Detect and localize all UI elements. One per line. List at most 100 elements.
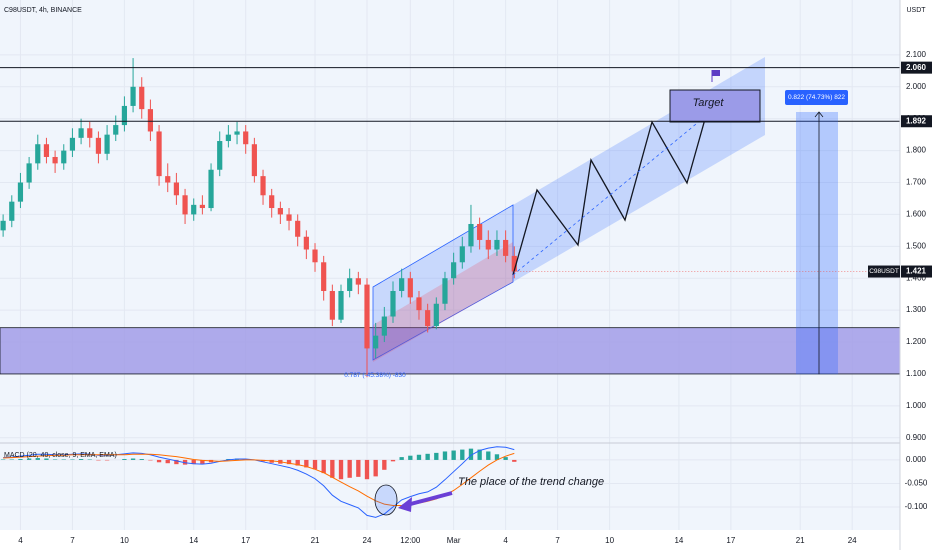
candle-body <box>477 223 483 240</box>
macd-histogram-bar <box>191 459 196 465</box>
candle-body <box>269 195 275 209</box>
macd-histogram-bar <box>122 458 127 460</box>
candle-body <box>312 249 318 263</box>
candle-body <box>260 176 266 196</box>
x-tick-label: 12:00 <box>400 536 421 545</box>
candle-body <box>243 131 249 145</box>
candle-body <box>503 239 509 256</box>
axis-layer: 4 7 10 14 17 21 24 12:00 Mar 4 7 10 14 17 21 24 0.900 1.0… <box>18 50 932 545</box>
x-tick-label: 7 <box>70 536 75 545</box>
macd-tick-label: 0.000 <box>906 455 927 464</box>
candle-body <box>329 290 335 320</box>
macd-histogram-bar <box>321 459 326 474</box>
symbol-badge-label: C98USDT <box>869 268 899 275</box>
macd-histogram-bar <box>390 459 396 462</box>
y-tick-label: 1.300 <box>906 305 927 314</box>
candle-body <box>433 303 439 327</box>
macd-histogram-bar <box>460 449 465 460</box>
candle-body <box>303 236 309 250</box>
x-tick-label: 14 <box>674 536 683 545</box>
y-tick-label: 2.100 <box>906 50 927 59</box>
macd-histogram-bar <box>174 459 179 465</box>
macd-histogram-bar <box>44 458 49 460</box>
macd-tick-label: -0.100 <box>905 502 928 511</box>
macd-histogram-bar <box>364 459 370 480</box>
measure-label: 0.822 (74.73%) 822 <box>788 94 845 101</box>
projection-path <box>512 111 708 276</box>
measure-arrow-head <box>814 111 824 118</box>
candle-body <box>399 278 405 291</box>
macd-histogram-bar <box>373 459 378 477</box>
macd-histogram-bar <box>486 451 491 460</box>
measure-label-box <box>785 89 848 105</box>
candle-body <box>165 176 171 183</box>
candle-body <box>121 105 128 126</box>
candle-body <box>373 335 379 349</box>
level-badge <box>901 115 932 128</box>
x-tick-label: 21 <box>311 536 320 545</box>
symbol-badge <box>868 265 900 278</box>
candle-body <box>251 144 257 177</box>
candle-body <box>199 204 205 209</box>
macd-histogram-bar <box>156 459 162 463</box>
candle-body <box>338 290 344 320</box>
candle-body <box>69 137 76 151</box>
chart-title: C98USDT, 4h, BINANCE <box>4 7 82 14</box>
macd-histogram-bar <box>425 453 430 460</box>
candle-body <box>156 131 162 177</box>
x-tick-label: Mar <box>447 536 461 545</box>
macd-histogram-bar <box>382 459 387 470</box>
macd-histogram-bar <box>356 459 361 477</box>
candle-body <box>381 316 387 336</box>
macd-histogram-bar <box>503 457 508 460</box>
y-tick-label: 1.800 <box>906 146 927 155</box>
x-tick-label: 4 <box>18 536 23 545</box>
candle-body <box>416 297 422 311</box>
background-layer <box>0 0 901 530</box>
macd-histogram-bar <box>139 458 144 460</box>
candle-body <box>104 134 110 154</box>
macd-histogram-bar <box>451 450 456 460</box>
candle-body <box>52 156 58 164</box>
macd-line <box>3 446 515 518</box>
candle-body <box>0 220 6 231</box>
macd-histogram-bar <box>295 459 300 466</box>
support-zone <box>0 327 901 375</box>
macd-histogram-bar <box>468 448 474 460</box>
candle-body <box>35 144 41 164</box>
candle-body <box>9 201 15 221</box>
candle-body <box>173 182 179 196</box>
measure-box <box>796 111 838 375</box>
plot-background <box>0 0 900 530</box>
candle-body <box>425 310 431 327</box>
candle-body <box>277 208 283 215</box>
macd-histogram-bar <box>26 458 32 460</box>
x-tick-label: 24 <box>848 536 857 545</box>
trend-arrow-head <box>398 497 412 512</box>
candle-body <box>347 278 353 291</box>
data-layer <box>0 58 517 518</box>
trend-circle <box>374 484 398 516</box>
y-tick-label: 0.900 <box>906 433 927 442</box>
candle-body <box>130 86 136 106</box>
macd-histogram-bar <box>434 452 439 460</box>
trend-note: The place of the trend change <box>458 476 604 488</box>
x-tick-label: 21 <box>796 536 805 545</box>
candle-body <box>225 134 231 142</box>
candle-body <box>511 255 517 272</box>
macd-histogram-bar <box>286 459 292 465</box>
macd-histogram-bar <box>347 459 352 478</box>
macd-histogram-bar <box>165 459 170 464</box>
candle-body <box>113 125 119 135</box>
flag <box>712 70 720 76</box>
y-tick-label: 1.700 <box>906 178 927 187</box>
macd-histogram-bar <box>408 455 413 460</box>
candle-body <box>390 290 396 317</box>
candle-body <box>494 239 500 250</box>
candle-body <box>468 223 474 247</box>
macd-tick-label: -0.050 <box>905 479 928 488</box>
level-badge-label: 2.060 <box>906 63 927 72</box>
candle-body <box>355 278 361 285</box>
candle-body <box>217 141 223 170</box>
